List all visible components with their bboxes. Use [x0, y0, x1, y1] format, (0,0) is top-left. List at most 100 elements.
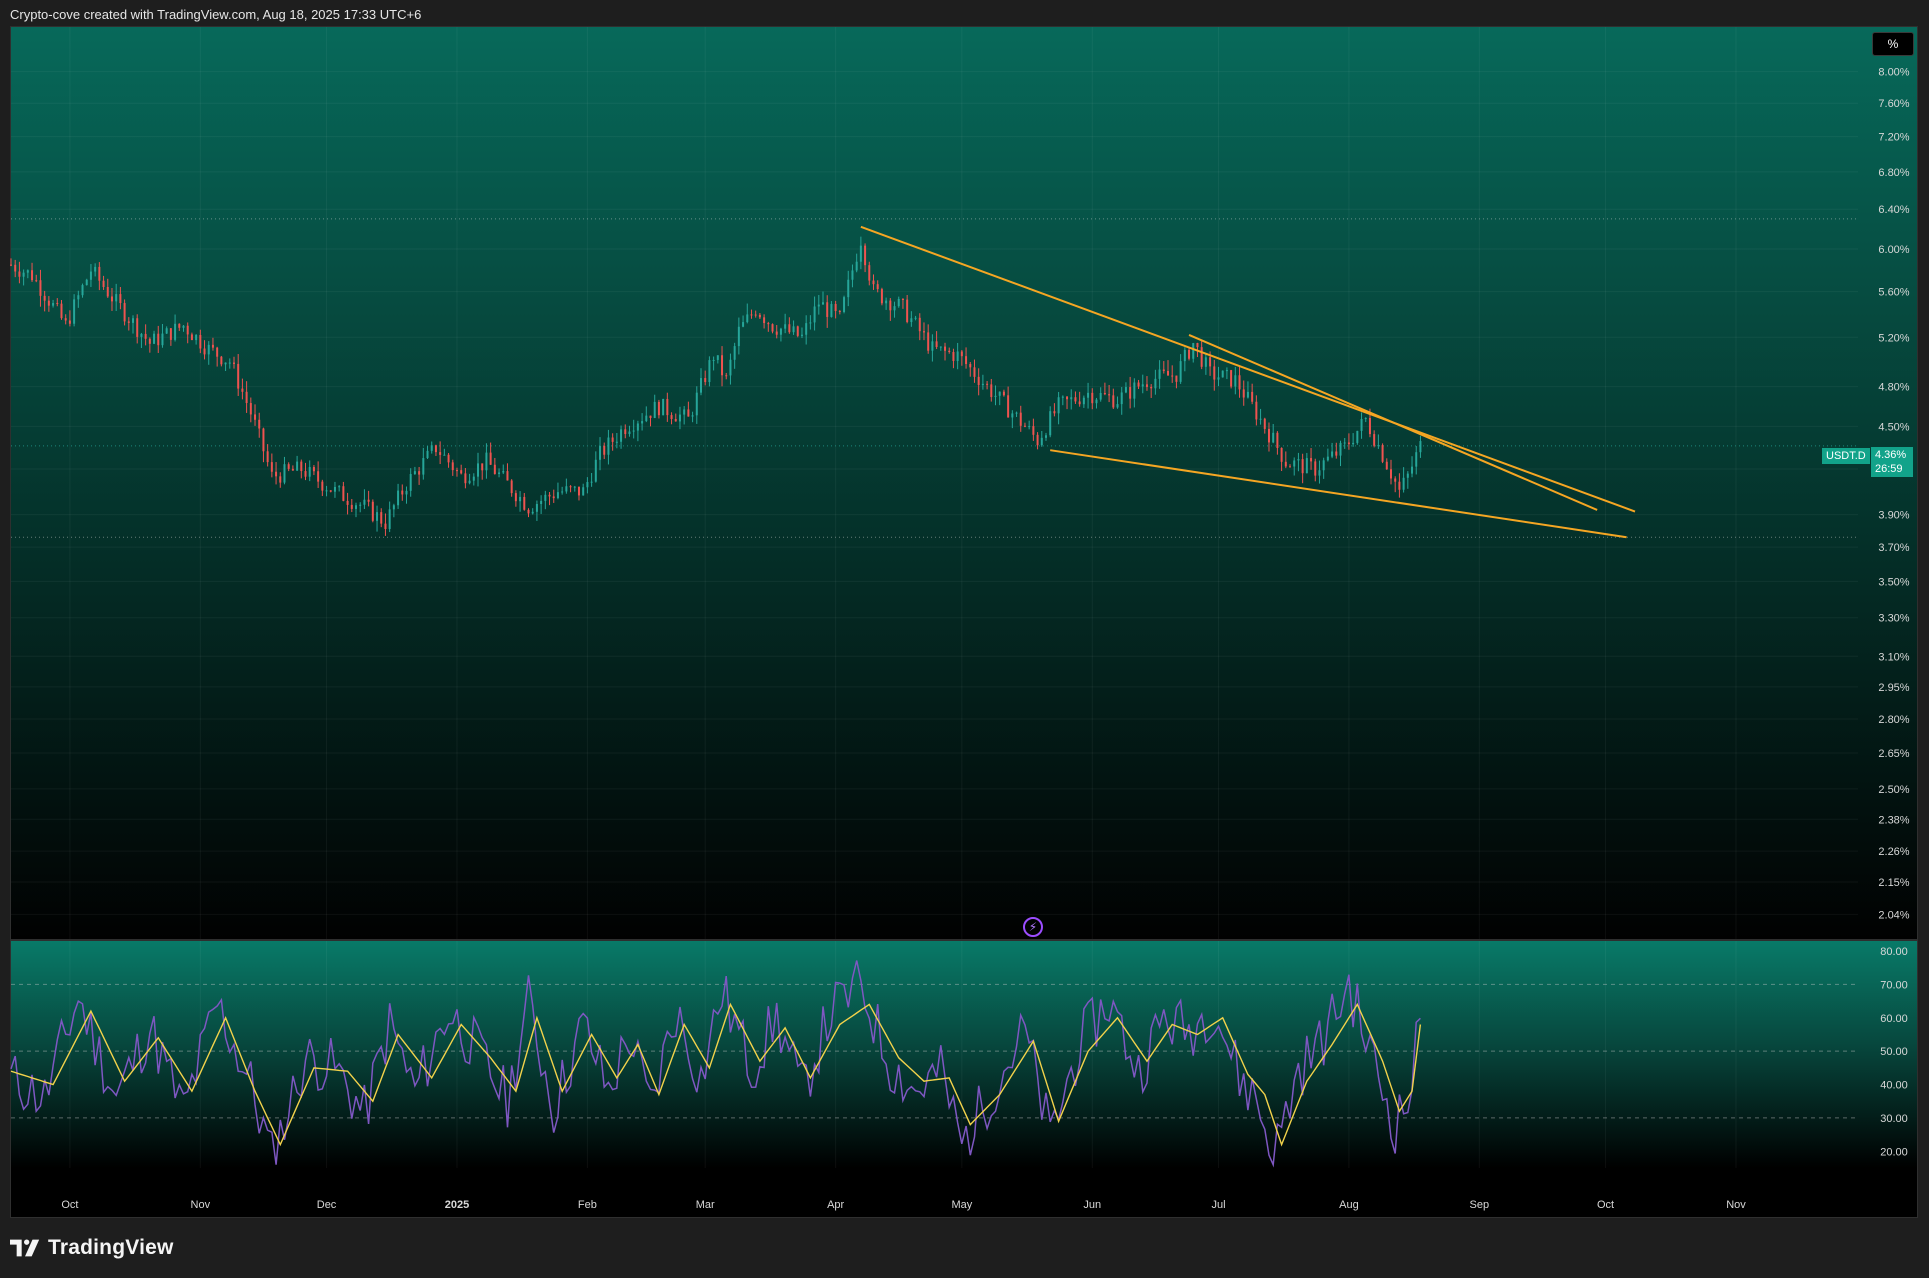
candle-body — [1280, 447, 1283, 462]
candle-body — [1305, 458, 1308, 474]
candle-body — [948, 350, 951, 353]
candle-body — [632, 430, 635, 432]
candle-body — [910, 318, 913, 323]
candle-body — [889, 300, 892, 311]
y-tick-label: 2.65% — [1878, 748, 1909, 760]
candle-body — [944, 346, 947, 351]
candle-body — [81, 285, 84, 296]
candle-body — [89, 271, 92, 280]
rsi-axis[interactable]: 80.00 70.00 60.00 50.00 40.00 30.00 20.00 — [1880, 946, 1908, 1158]
candle-body — [371, 501, 374, 521]
candle-body — [426, 450, 429, 459]
candle-body — [1095, 399, 1098, 404]
candle-body — [1150, 386, 1153, 389]
candle-body — [317, 471, 320, 482]
candle-body — [1133, 382, 1136, 399]
tradingview-brand[interactable]: TradingView — [10, 1234, 174, 1262]
candle-body — [1381, 445, 1384, 462]
candle-body — [1364, 417, 1367, 420]
y-tick-label: 2.50% — [1878, 784, 1909, 796]
candle-body — [615, 441, 618, 443]
y-tick-label: 4.80% — [1878, 382, 1909, 394]
candle-body — [363, 499, 366, 505]
candle-body — [1124, 387, 1127, 393]
rsi-tick-label: 50.00 — [1880, 1046, 1908, 1058]
candle-body — [1284, 461, 1287, 467]
candle-body — [451, 462, 454, 471]
candle-body — [872, 280, 875, 285]
candle-body — [270, 462, 273, 472]
candle-body — [1301, 459, 1304, 474]
candle-body — [725, 375, 728, 377]
candle-body — [1103, 392, 1106, 395]
lightning-icon[interactable]: ⚡ — [1023, 917, 1043, 937]
candle-body — [792, 326, 795, 333]
candle-body — [729, 359, 732, 376]
x-tick-label: Feb — [578, 1199, 597, 1211]
candle-body — [1007, 395, 1010, 418]
candle-body — [754, 314, 757, 316]
candle-body — [897, 299, 900, 307]
candle-body — [228, 362, 231, 364]
candle-body — [901, 299, 904, 301]
candle-body — [346, 500, 349, 505]
candle-body — [733, 346, 736, 360]
grid-lines — [11, 27, 1858, 1168]
candle-body — [1335, 451, 1338, 456]
candle-body — [1082, 397, 1085, 405]
rsi-line — [10, 960, 1421, 1168]
candle-body — [721, 355, 724, 376]
candle-body — [1154, 378, 1157, 389]
candle-body — [868, 265, 871, 281]
candle-body — [224, 362, 227, 365]
x-tick-label: Oct — [61, 1199, 78, 1211]
candle-body — [582, 487, 585, 496]
candle-body — [186, 325, 189, 335]
candle-body — [489, 452, 492, 465]
percent-scale-button[interactable]: % — [1872, 32, 1914, 56]
candle-body — [1221, 370, 1224, 378]
candle-body — [1162, 369, 1165, 371]
candle-body — [144, 333, 147, 339]
candle-body — [22, 272, 25, 277]
candle-body — [771, 324, 774, 332]
candle-body — [826, 302, 829, 317]
candle-body — [110, 296, 113, 302]
candle-body — [1032, 426, 1035, 435]
candle-body — [140, 333, 143, 337]
candle-body — [1116, 404, 1119, 408]
y-tick-label: 6.40% — [1878, 204, 1909, 216]
candle-body — [207, 344, 210, 355]
candle-body — [817, 304, 820, 307]
y-tick-label: 2.95% — [1878, 682, 1909, 694]
candle-body — [998, 391, 1001, 396]
candle-body — [262, 428, 265, 452]
candle-body — [338, 486, 341, 488]
last-price-badge: 4.36% 26:59 — [1871, 447, 1913, 477]
candle-body — [464, 473, 467, 484]
candle-body — [603, 445, 606, 455]
candle-body — [1326, 456, 1329, 461]
candle-body — [148, 338, 151, 344]
candle-body — [1398, 481, 1401, 490]
time-axis[interactable]: Oct Nov Dec 2025 Feb Mar Apr May Jun Jul Aug Sep Oct… — [61, 1199, 1746, 1211]
candle-body — [1179, 361, 1182, 382]
candle-body — [767, 323, 770, 325]
x-tick-label: Jul — [1211, 1199, 1225, 1211]
symbol-badge: USDT.D — [1822, 448, 1870, 464]
candle-body — [746, 314, 749, 323]
candle-body — [838, 311, 841, 313]
y-tick-label: 7.60% — [1878, 98, 1909, 110]
candle-body — [342, 486, 345, 501]
candle-body — [641, 421, 644, 424]
candle-body — [708, 360, 711, 383]
candle-body — [1049, 411, 1052, 436]
candle-body — [52, 303, 55, 306]
candle-body — [43, 295, 46, 301]
candle-body — [1158, 369, 1161, 379]
candle-body — [704, 378, 707, 383]
trendlines[interactable] — [860, 225, 1636, 539]
chart-canvas[interactable]: 8.00% 7.60% 7.20% 6.80% 6.40% 6.00% 5.60% 5.20%… — [10, 26, 1918, 1218]
candle-body — [1263, 418, 1266, 429]
candle-body — [275, 471, 278, 477]
